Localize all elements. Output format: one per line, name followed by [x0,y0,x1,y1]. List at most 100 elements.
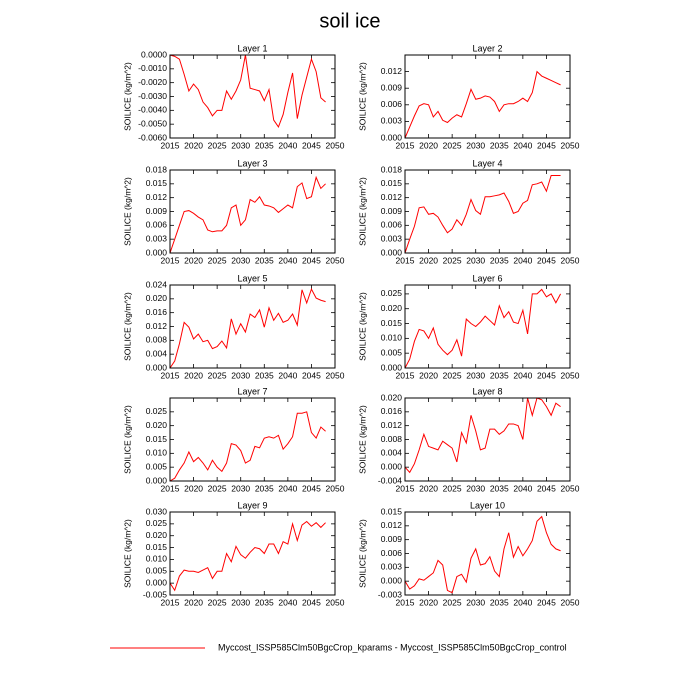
x-tick-label: 2015 [161,255,180,265]
x-tick-label: 2030 [466,370,485,380]
y-tick-label: 0.009 [381,534,403,544]
x-tick-label: 2030 [231,597,250,607]
y-tick-label: 0.006 [381,548,403,558]
x-tick-label: 2040 [278,483,297,493]
x-tick-label: 2020 [419,255,438,265]
y-tick-label: -0.0030 [138,91,167,101]
panel-title: Layer 2 [472,43,502,53]
plot-frame [404,511,571,596]
y-axis-label: SOILICE (kg/m^2) [122,177,132,246]
y-tick-label: 0.000 [146,577,168,587]
x-tick-label: 2020 [184,140,203,150]
x-tick-label: 2015 [161,597,180,607]
x-tick-label: 2030 [466,140,485,150]
data-line [169,411,326,482]
x-tick-label: 2025 [443,483,462,493]
y-tick-label: 0.015 [146,178,168,188]
y-tick-label: 0.000 [146,475,168,485]
y-tick-label: 0.005 [146,566,168,576]
x-tick-label: 2020 [419,370,438,380]
x-tick-label: 2050 [326,370,345,380]
y-tick-label: -0.0060 [138,132,167,142]
x-tick-label: 2025 [208,370,227,380]
x-tick-label: 2040 [278,140,297,150]
x-tick-label: 2015 [161,140,180,150]
y-tick-label: 0.000 [146,247,168,257]
y-tick-label: 0.009 [381,206,403,216]
x-tick-label: 2020 [419,483,438,493]
y-tick-label: 0.004 [381,448,403,458]
y-tick-label: 0.012 [381,192,403,202]
panel-title: Layer 4 [472,158,502,168]
x-tick-label: 2025 [443,140,462,150]
x-tick-label: 2020 [184,370,203,380]
x-tick-label: 2050 [326,255,345,265]
x-tick-label: 2015 [396,370,415,380]
x-tick-label: 2050 [561,483,580,493]
x-tick-label: 2020 [419,140,438,150]
x-tick-label: 2035 [255,597,274,607]
x-tick-label: 2025 [208,483,227,493]
x-tick-label: 2025 [208,597,227,607]
y-tick-label: 0.024 [146,279,168,289]
x-tick-label: 2035 [255,483,274,493]
x-tick-label: 2045 [302,140,321,150]
x-tick-label: 2015 [161,483,180,493]
y-tick-label: -0.0010 [138,63,167,73]
x-tick-label: 2035 [490,140,509,150]
y-tick-label: 0.030 [146,506,168,516]
x-tick-label: 2030 [231,140,250,150]
y-tick-label: -0.004 [378,475,402,485]
y-axis-label: SOILICE (kg/m^2) [357,405,367,474]
x-tick-label: 2025 [443,255,462,265]
y-tick-label: 0.018 [146,164,168,174]
y-tick-label: 0.016 [146,307,168,317]
plot-frame [169,284,336,369]
x-tick-label: 2040 [513,483,532,493]
panel-title: Layer 1 [237,43,267,53]
panel-title: Layer 3 [237,158,267,168]
x-tick-label: 2035 [490,597,509,607]
y-tick-label: 0.006 [381,220,403,230]
x-tick-label: 2040 [278,597,297,607]
x-tick-label: 2015 [161,370,180,380]
x-tick-label: 2030 [231,255,250,265]
x-tick-label: 2030 [466,255,485,265]
x-tick-label: 2050 [326,597,345,607]
plot-frame [404,284,571,369]
y-tick-label: 0.020 [381,392,403,402]
panel-title: Layer 10 [470,500,505,510]
x-tick-label: 2040 [513,255,532,265]
y-tick-label: 0.025 [381,288,403,298]
x-tick-label: 2045 [537,483,556,493]
x-tick-label: 2035 [490,255,509,265]
y-tick-label: 0.025 [146,518,168,528]
y-tick-label: 0.000 [381,575,403,585]
y-tick-label: 0.020 [146,293,168,303]
y-axis-label: SOILICE (kg/m^2) [357,519,367,588]
y-tick-label: -0.003 [378,589,402,599]
y-tick-label: 0.015 [381,318,403,328]
x-tick-label: 2050 [561,255,580,265]
y-tick-label: 0.012 [146,321,168,331]
x-tick-label: 2045 [537,255,556,265]
y-tick-label: 0.003 [381,233,403,243]
plot-frame [169,169,336,254]
x-tick-label: 2035 [255,255,274,265]
plot-frame [169,511,336,596]
x-tick-label: 2035 [490,370,509,380]
x-tick-label: 2025 [208,140,227,150]
y-tick-label: 0.015 [381,178,403,188]
y-tick-label: 0.006 [146,220,168,230]
x-tick-label: 2020 [184,597,203,607]
y-tick-label: 0.015 [381,506,403,516]
y-tick-label: 0.005 [381,347,403,357]
data-line [404,288,562,369]
x-tick-label: 2030 [466,483,485,493]
y-tick-label: -0.005 [143,589,167,599]
y-tick-label: 0.012 [146,192,168,202]
y-tick-label: 0.018 [381,164,403,174]
x-tick-label: 2035 [490,483,509,493]
y-tick-label: 0.016 [381,406,403,416]
